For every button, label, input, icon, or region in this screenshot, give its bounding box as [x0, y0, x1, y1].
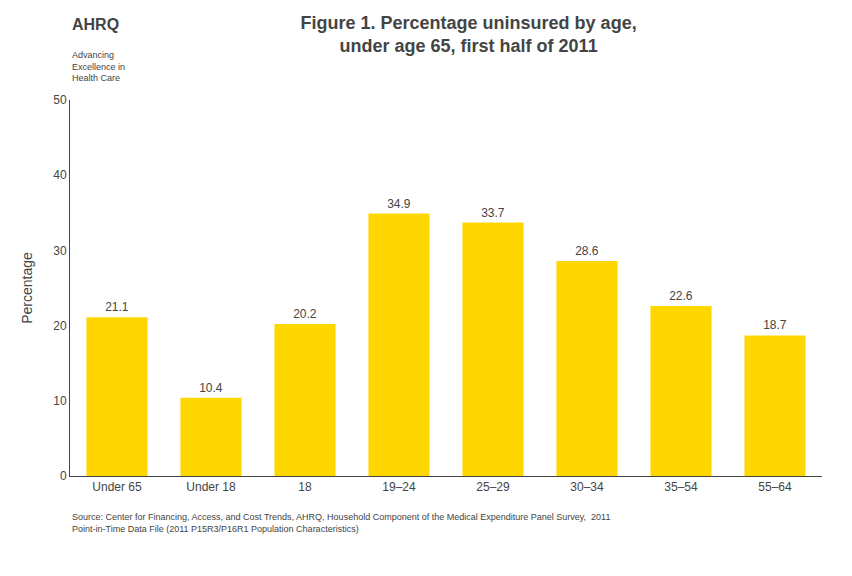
svg-text:Source: Center for Financing,: Source: Center for Financing, Access, an…	[72, 512, 610, 534]
svg-text:35–54: 35–54	[664, 480, 698, 494]
svg-text:55–64: 55–64	[758, 480, 792, 494]
svg-text:10.4: 10.4	[199, 381, 223, 395]
svg-text:25–29: 25–29	[476, 480, 510, 494]
svg-text:0: 0	[60, 469, 67, 483]
svg-text:33.7: 33.7	[481, 206, 505, 220]
svg-text:28.6: 28.6	[575, 244, 599, 258]
svg-text:Under 18: Under 18	[186, 480, 236, 494]
svg-text:21.1: 21.1	[105, 300, 129, 314]
svg-text:AdvancingExcellence inHealth C: AdvancingExcellence inHealth Care	[72, 50, 125, 83]
svg-text:20.2: 20.2	[293, 307, 317, 321]
svg-text:Percentage: Percentage	[19, 252, 35, 324]
svg-text:10: 10	[53, 394, 67, 408]
svg-text:22.6: 22.6	[669, 289, 693, 303]
svg-text:30–34: 30–34	[570, 480, 604, 494]
svg-text:20: 20	[53, 319, 67, 333]
svg-text:30: 30	[53, 244, 67, 258]
svg-text:18.7: 18.7	[763, 318, 787, 332]
svg-text:18: 18	[298, 480, 312, 494]
svg-text:50: 50	[53, 93, 67, 107]
svg-text:Under 65: Under 65	[92, 480, 142, 494]
svg-text:34.9: 34.9	[387, 197, 411, 211]
svg-text:40: 40	[53, 168, 67, 182]
svg-text:AHRQ: AHRQ	[72, 16, 119, 33]
svg-text:19–24: 19–24	[382, 480, 416, 494]
svg-text:Figure 1. Percentage uninsured: Figure 1. Percentage uninsured by age,un…	[301, 13, 637, 56]
